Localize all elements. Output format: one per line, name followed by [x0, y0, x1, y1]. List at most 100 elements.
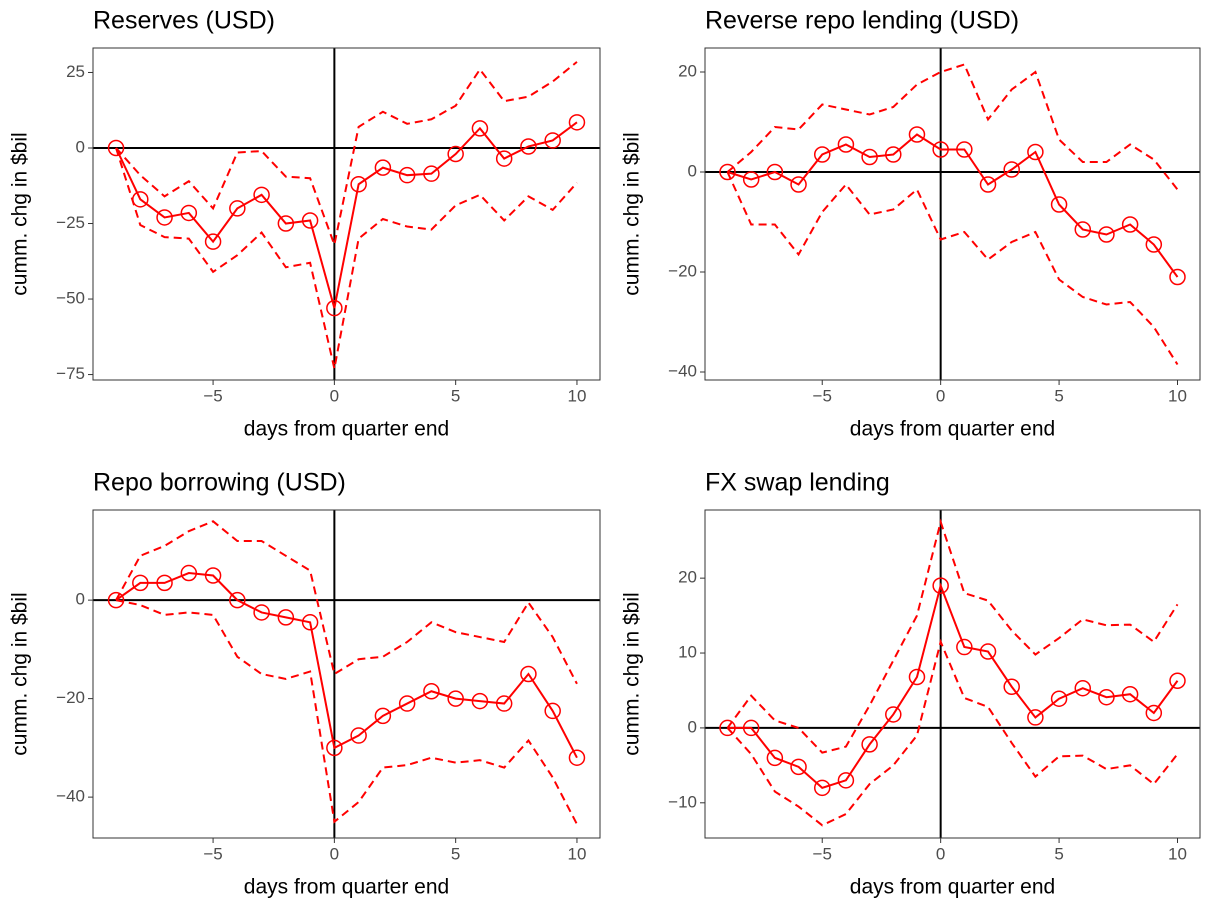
band-line	[115, 61, 578, 249]
marker	[1003, 161, 1020, 178]
y-tick-label: 25	[66, 62, 85, 81]
y-tick-label: 0	[688, 161, 697, 180]
marker	[471, 692, 489, 710]
marker	[1145, 236, 1163, 253]
marker	[1098, 226, 1115, 243]
marker	[423, 165, 440, 182]
marker	[398, 695, 416, 712]
y-tick-label: −40	[668, 361, 697, 380]
plot-frame	[704, 47, 1201, 381]
x-tick-label: −5	[203, 844, 222, 863]
marker	[107, 139, 125, 157]
x-tick-label: −5	[813, 386, 832, 405]
marker	[229, 591, 246, 609]
marker	[253, 186, 270, 204]
marker	[1003, 678, 1020, 695]
marker	[719, 163, 736, 181]
marker	[568, 114, 586, 131]
y-tick-label: −25	[56, 213, 85, 232]
marker	[979, 643, 997, 660]
x-tick-label: 5	[451, 844, 460, 863]
marker	[719, 719, 736, 737]
marker	[301, 212, 319, 229]
y-tick-label: −20	[56, 688, 85, 707]
marker	[956, 638, 973, 656]
x-axis-label: days from quarter end	[244, 418, 449, 441]
marker	[544, 132, 561, 149]
marker	[790, 758, 807, 776]
marker	[423, 682, 440, 700]
marker	[1074, 221, 1092, 238]
x-tick-label: 0	[330, 844, 339, 863]
y-tick-label: −20	[668, 261, 697, 280]
band-line	[115, 520, 578, 685]
marker	[861, 736, 878, 753]
marker	[813, 146, 831, 163]
y-axis-label: cumm. chg in $bil	[9, 132, 32, 295]
marker	[253, 604, 270, 621]
series-line	[115, 572, 578, 759]
marker	[301, 614, 319, 631]
marker	[1098, 688, 1115, 706]
marker	[1050, 196, 1068, 213]
marker	[277, 215, 295, 232]
marker	[107, 591, 125, 609]
y-tick-label: −40	[56, 787, 85, 806]
x-axis-label: days from quarter end	[244, 876, 449, 899]
marker	[180, 204, 198, 222]
y-axis-label: cumm. chg in $bil	[621, 132, 644, 295]
x-tick-label: 10	[567, 844, 586, 863]
x-tick-label: 5	[1054, 844, 1063, 863]
panel-title: FX swap lending	[705, 469, 890, 497]
marker	[742, 719, 760, 737]
panel-title: Reserves (USD)	[93, 7, 275, 35]
marker	[277, 609, 295, 626]
plot-frame	[704, 509, 1201, 839]
marker	[132, 574, 149, 592]
x-axis-label: days from quarter end	[850, 418, 1055, 441]
marker	[156, 209, 173, 226]
x-tick-label: 0	[936, 386, 945, 405]
marker	[398, 166, 416, 184]
marker	[471, 120, 489, 137]
y-tick-label: 20	[678, 61, 697, 80]
marker	[204, 233, 222, 250]
marker	[908, 126, 926, 143]
marker	[156, 574, 173, 592]
series-line	[115, 121, 578, 309]
band-line	[726, 638, 1179, 827]
y-tick-label: 0	[688, 717, 697, 736]
marker	[374, 159, 392, 176]
series-line	[727, 133, 1179, 278]
marker	[837, 136, 855, 153]
marker	[885, 146, 902, 163]
marker	[544, 702, 561, 720]
band-line	[726, 518, 1179, 754]
marker	[374, 707, 392, 725]
marker	[861, 148, 878, 166]
marker	[447, 145, 464, 163]
band-line	[115, 147, 578, 369]
y-tick-label: −10	[668, 792, 697, 811]
marker	[956, 141, 973, 158]
x-tick-label: 5	[1054, 386, 1063, 405]
marker	[979, 176, 997, 193]
marker	[520, 665, 537, 683]
marker	[766, 163, 784, 181]
plot-frame	[92, 47, 601, 381]
marker	[229, 200, 246, 217]
y-tick-label: 10	[678, 643, 697, 662]
panel-title: Repo borrowing (USD)	[93, 469, 346, 497]
marker	[520, 138, 537, 155]
x-axis-label: days from quarter end	[850, 876, 1055, 899]
marker	[1027, 709, 1044, 726]
marker	[495, 695, 513, 712]
marker	[932, 577, 949, 594]
marker	[1121, 685, 1139, 703]
marker	[568, 749, 586, 766]
marker	[1074, 679, 1092, 697]
y-tick-label: 0	[76, 137, 85, 156]
marker	[790, 176, 807, 193]
